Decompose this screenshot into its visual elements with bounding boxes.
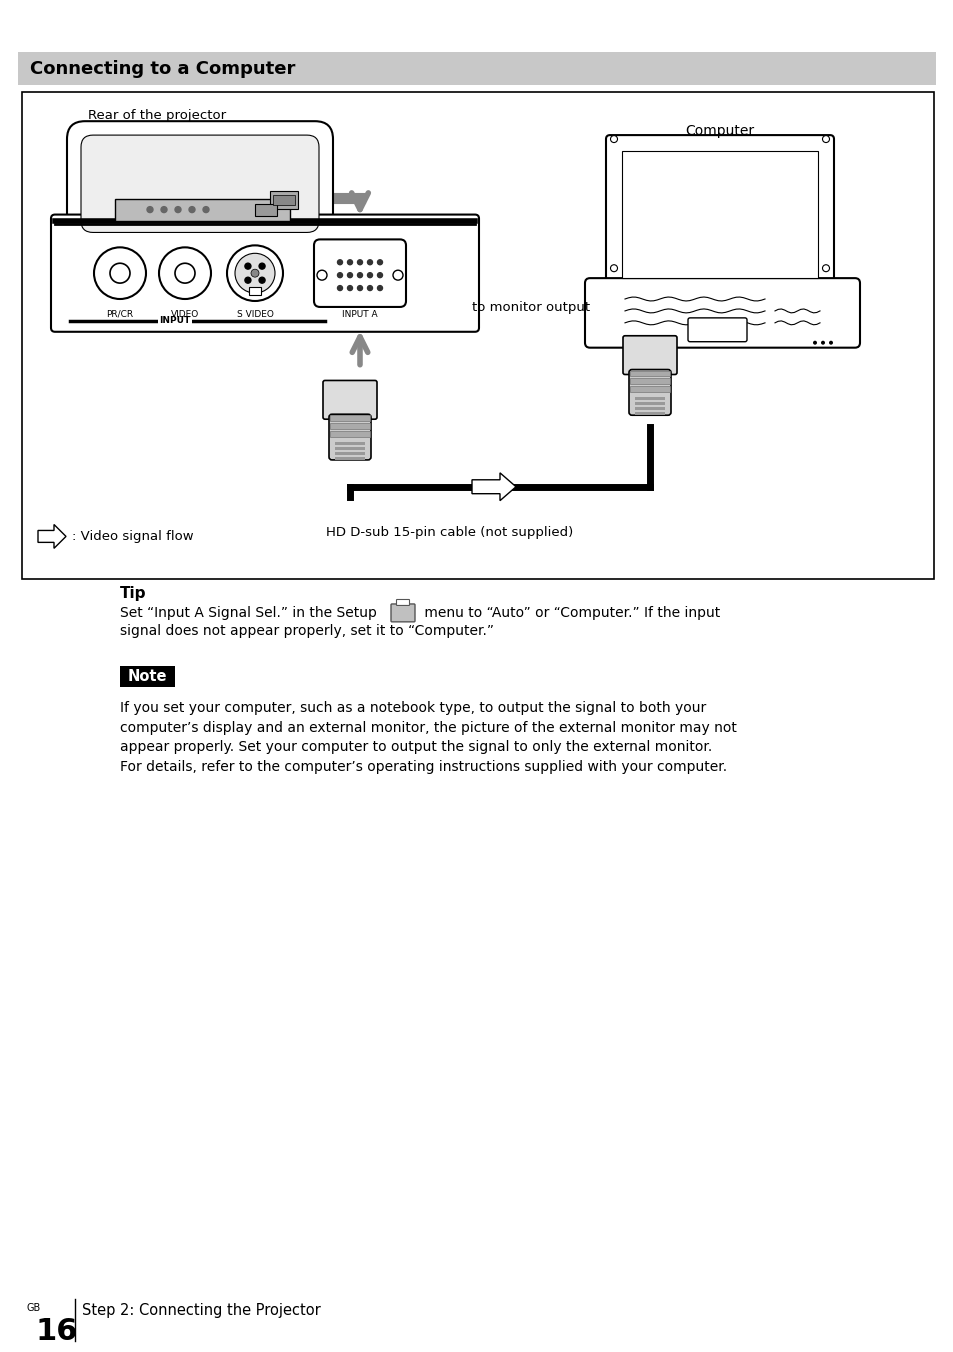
Circle shape (337, 260, 342, 265)
Circle shape (251, 269, 258, 277)
Bar (22, 92, 933, 579)
Circle shape (367, 260, 372, 265)
Circle shape (245, 264, 251, 269)
Bar (629, 370, 669, 376)
Circle shape (245, 277, 251, 283)
Circle shape (828, 341, 832, 345)
FancyBboxPatch shape (314, 239, 406, 307)
FancyBboxPatch shape (605, 135, 833, 287)
FancyBboxPatch shape (329, 414, 371, 460)
Circle shape (357, 285, 362, 291)
Bar (335, 442, 365, 445)
Circle shape (203, 207, 209, 212)
Circle shape (316, 270, 327, 280)
FancyBboxPatch shape (396, 599, 409, 606)
Text: Set “Input A Signal Sel.” in the Setup: Set “Input A Signal Sel.” in the Setup (120, 606, 381, 621)
Bar (635, 412, 664, 415)
Bar (330, 415, 370, 422)
Polygon shape (472, 473, 516, 500)
Text: Connecting to a Computer: Connecting to a Computer (30, 59, 295, 77)
Text: If you set your computer, such as a notebook type, to output the signal to both : If you set your computer, such as a note… (120, 702, 736, 773)
Text: S VIDEO: S VIDEO (236, 310, 274, 319)
Bar (635, 407, 664, 410)
Bar (335, 448, 365, 450)
FancyBboxPatch shape (584, 279, 859, 347)
Text: INPUT: INPUT (159, 316, 191, 326)
Bar (635, 397, 664, 400)
Circle shape (347, 260, 352, 265)
Circle shape (377, 273, 382, 277)
Circle shape (161, 207, 167, 212)
Circle shape (347, 285, 352, 291)
Circle shape (357, 260, 362, 265)
Bar (270, 191, 297, 208)
Circle shape (174, 207, 181, 212)
Text: VIDEO: VIDEO (171, 310, 199, 319)
FancyBboxPatch shape (81, 135, 318, 233)
FancyBboxPatch shape (323, 380, 376, 419)
Bar (273, 195, 294, 204)
Bar (330, 423, 370, 429)
Bar (335, 452, 365, 456)
Bar (249, 287, 261, 295)
Circle shape (259, 264, 265, 269)
Circle shape (337, 273, 342, 277)
Bar (635, 403, 664, 406)
Text: 16: 16 (35, 1317, 77, 1347)
Circle shape (393, 270, 402, 280)
Text: signal does not appear properly, set it to “Computer.”: signal does not appear properly, set it … (120, 623, 494, 638)
Circle shape (821, 135, 828, 142)
Circle shape (812, 341, 816, 345)
Bar (629, 379, 669, 384)
Text: Computer: Computer (684, 124, 754, 138)
Circle shape (147, 207, 152, 212)
Circle shape (347, 273, 352, 277)
FancyBboxPatch shape (622, 335, 677, 375)
Bar (120, 665, 174, 687)
Text: INPUT A: INPUT A (342, 310, 377, 319)
Polygon shape (38, 525, 66, 549)
FancyBboxPatch shape (687, 318, 746, 342)
Circle shape (821, 341, 824, 345)
Circle shape (377, 285, 382, 291)
Text: GB: GB (26, 1303, 40, 1313)
Text: menu to “Auto” or “Computer.” If the input: menu to “Auto” or “Computer.” If the inp… (419, 606, 720, 621)
Circle shape (610, 135, 617, 142)
Circle shape (821, 265, 828, 272)
Bar (115, 199, 290, 220)
Bar (330, 431, 370, 437)
FancyBboxPatch shape (628, 369, 670, 415)
Circle shape (189, 207, 194, 212)
Circle shape (357, 273, 362, 277)
Circle shape (259, 277, 265, 283)
Circle shape (159, 247, 211, 299)
Text: to monitor output: to monitor output (472, 301, 589, 315)
Circle shape (94, 247, 146, 299)
Bar (629, 387, 669, 392)
Text: PR/CR: PR/CR (107, 310, 133, 319)
Circle shape (610, 265, 617, 272)
Circle shape (377, 260, 382, 265)
Bar (621, 151, 817, 279)
FancyBboxPatch shape (51, 215, 478, 331)
Bar (254, 204, 276, 215)
Text: : Video signal flow: : Video signal flow (71, 530, 193, 544)
Text: Step 2: Connecting the Projector: Step 2: Connecting the Projector (82, 1303, 320, 1318)
Circle shape (234, 253, 274, 293)
Text: Note: Note (127, 669, 167, 684)
Circle shape (227, 245, 283, 301)
Text: HD D-sub 15-pin cable (not supplied): HD D-sub 15-pin cable (not supplied) (326, 526, 573, 539)
Text: Tip: Tip (120, 585, 147, 602)
Circle shape (174, 264, 194, 283)
Circle shape (367, 285, 372, 291)
Circle shape (337, 285, 342, 291)
Bar (18, 51, 935, 85)
Bar (335, 457, 365, 460)
Circle shape (367, 273, 372, 277)
Circle shape (110, 264, 130, 283)
Text: Rear of the projector: Rear of the projector (88, 110, 226, 122)
FancyBboxPatch shape (67, 122, 333, 246)
FancyBboxPatch shape (391, 604, 415, 622)
